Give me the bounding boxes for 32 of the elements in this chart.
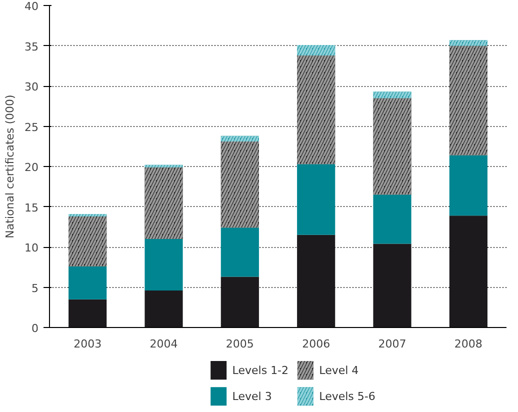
x-tick-label: 2006 — [302, 338, 330, 350]
bar — [373, 244, 412, 328]
y-tick-label: 10 — [24, 242, 39, 254]
x-tick-label: 2008 — [454, 338, 482, 350]
bar — [220, 276, 259, 328]
y-tick-label: 30 — [24, 80, 39, 94]
bar — [144, 290, 183, 328]
x-tick-label: 2004 — [150, 338, 178, 350]
y-tick-label: 5 — [32, 282, 38, 295]
y-tick-label: 20 — [24, 161, 39, 174]
bar — [220, 228, 259, 277]
x-tick-label: 2005 — [226, 338, 254, 350]
y-tick-label: 35 — [24, 40, 39, 54]
y-axis-title: National certificates (000) — [4, 94, 17, 238]
legend-label: Level 4 — [319, 364, 359, 377]
y-tick-label: 0 — [32, 322, 38, 335]
bar — [449, 155, 488, 216]
legend-label: Level 3 — [232, 390, 272, 403]
legend-label: Levels 1-2 — [232, 364, 289, 377]
x-tick-label: 2007 — [378, 338, 406, 350]
x-tick-label: 2003 — [74, 338, 102, 350]
bar — [144, 238, 183, 290]
bar — [297, 164, 336, 235]
legend-label: Levels 5-6 — [319, 390, 376, 403]
y-tick-label: 40 — [24, 0, 39, 13]
bar — [373, 194, 412, 244]
bar — [68, 299, 107, 328]
bar — [68, 266, 107, 300]
y-tick-label: 25 — [24, 120, 39, 134]
y-tick-label: 15 — [24, 201, 39, 214]
bar — [297, 234, 336, 328]
bar — [449, 216, 488, 328]
